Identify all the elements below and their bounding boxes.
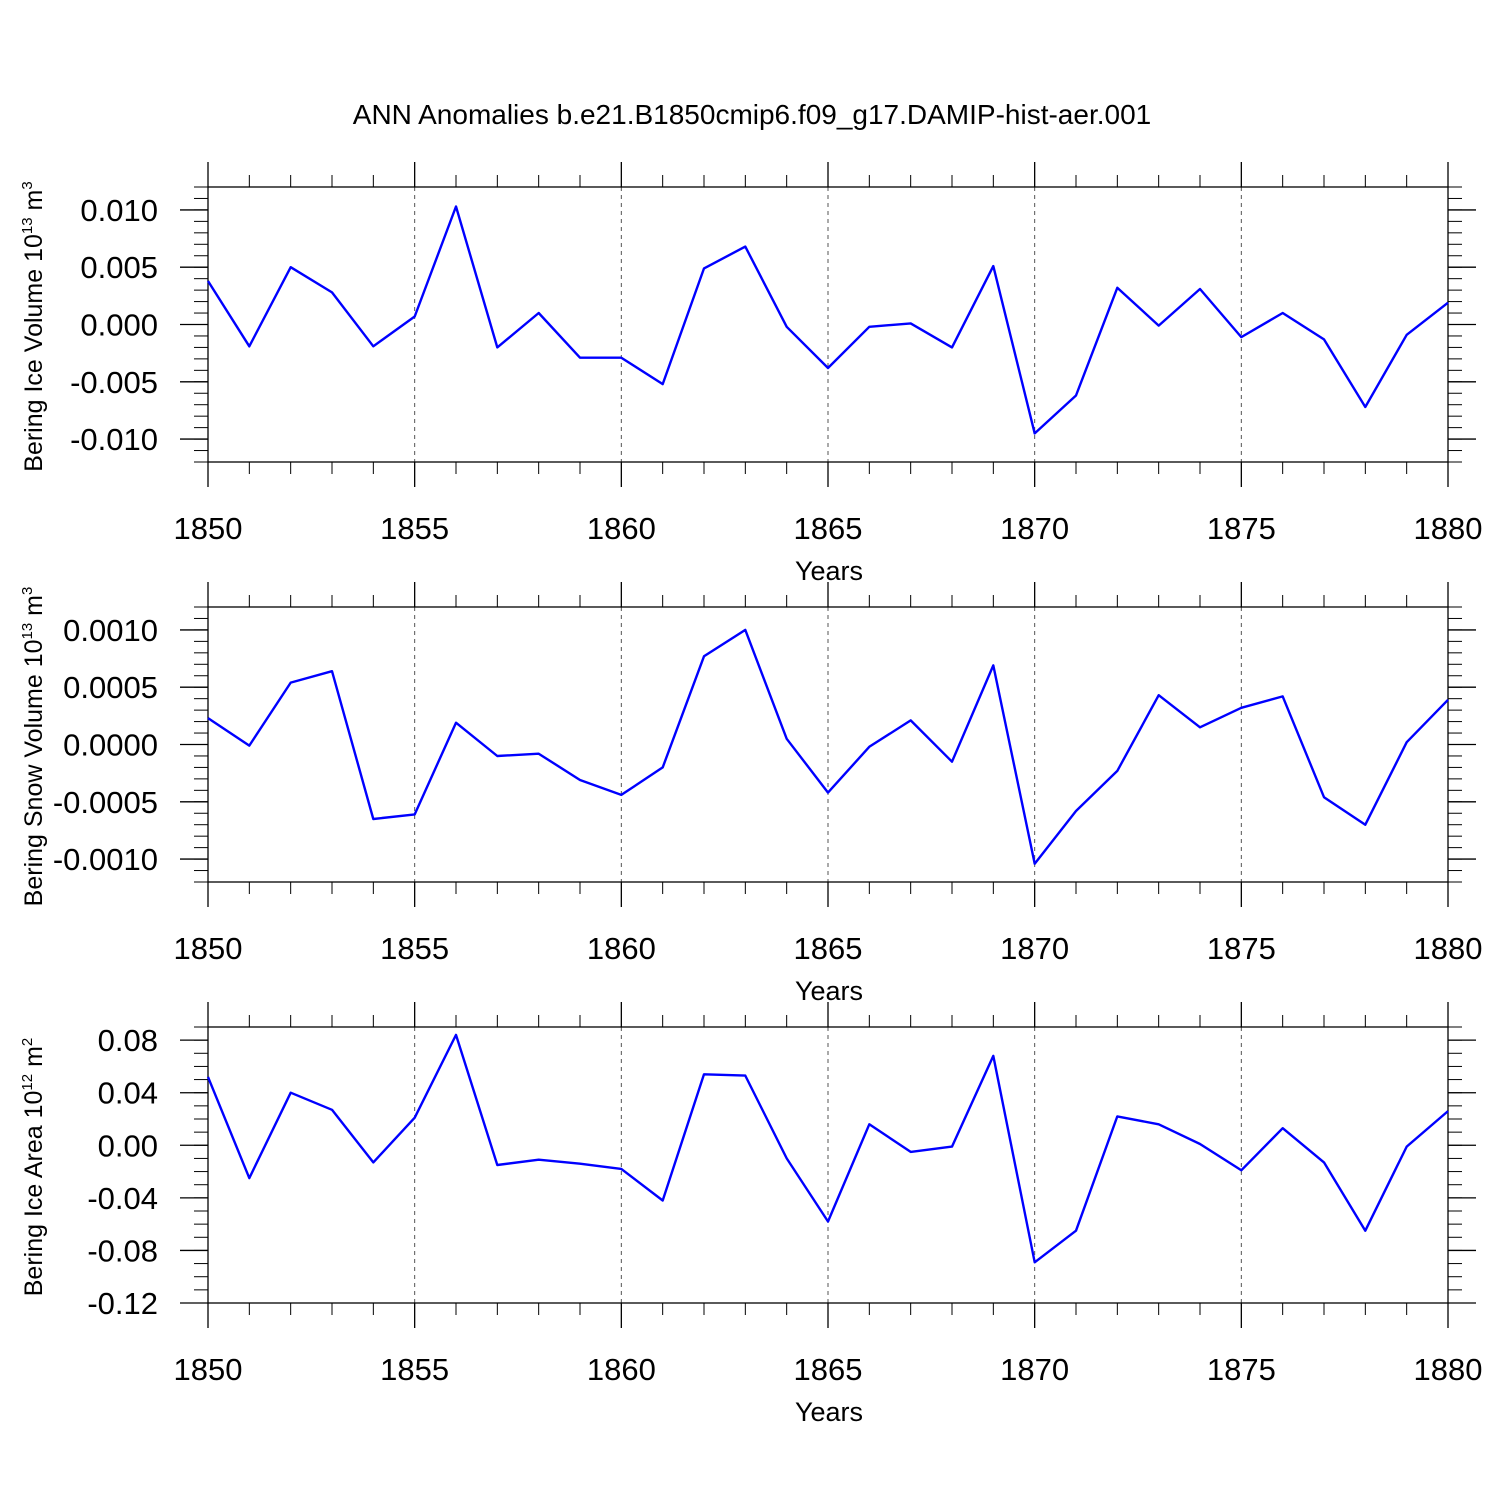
x-tick-label: 1850 — [174, 931, 243, 966]
x-tick-label: 1855 — [380, 511, 449, 546]
panel-3: -0.12 -0.08 -0.04 0.00 0.04 0.08 1850 1855 1860 1… — [19, 1002, 1482, 1427]
y-axis-label: Bering Snow Volume 1013 m3 — [19, 587, 48, 907]
x-axis-label: Years — [795, 556, 863, 586]
x-tick-label: 1850 — [174, 511, 243, 546]
y-tick-label: -0.08 — [87, 1233, 158, 1268]
x-tick-label: 1875 — [1207, 511, 1276, 546]
y-tick-label: -0.04 — [87, 1181, 158, 1216]
x-tick-label: 1860 — [587, 931, 656, 966]
y-tick-label: -0.010 — [70, 422, 158, 457]
x-tick-label: 1880 — [1414, 1352, 1483, 1387]
y-tick-label: 0.04 — [98, 1076, 158, 1111]
y-tick-label: -0.005 — [70, 365, 158, 400]
y-tick-label: 0.08 — [98, 1023, 158, 1058]
x-tick-label: 1865 — [794, 931, 863, 966]
series-line — [208, 207, 1448, 434]
x-tick-label: 1870 — [1000, 931, 1069, 966]
x-tick-label: 1860 — [587, 1352, 656, 1387]
y-tick-label: -0.0010 — [53, 842, 158, 877]
y-tick-label: 0.000 — [80, 308, 158, 343]
x-tick-label: 1860 — [587, 511, 656, 546]
panel-2: -0.0010 -0.0005 0.0000 0.0005 0.0010 1850 1855… — [19, 582, 1482, 1006]
x-tick-label: 1875 — [1207, 1352, 1276, 1387]
y-tick-label: 0.0000 — [63, 728, 158, 763]
x-tick-label: 1865 — [794, 1352, 863, 1387]
x-tick-label: 1865 — [794, 511, 863, 546]
x-tick-label: 1855 — [380, 931, 449, 966]
x-tick-label: 1875 — [1207, 931, 1276, 966]
x-tick-label: 1880 — [1414, 931, 1483, 966]
panel-1: -0.010 -0.005 0.000 0.005 0.010 1850 1855 1860 1… — [19, 162, 1482, 586]
x-axis-label: Years — [795, 1397, 863, 1427]
x-tick-label: 1870 — [1000, 511, 1069, 546]
x-axis-label: Years — [795, 976, 863, 1006]
y-axis-label: Bering Ice Area 1012 m2 — [19, 1038, 48, 1297]
panels: -0.010 -0.005 0.000 0.005 0.010 1850 1855 1860 1… — [19, 162, 1482, 1427]
y-tick-label: -0.0005 — [53, 785, 158, 820]
y-tick-label: 0.0010 — [63, 613, 158, 648]
y-tick-label: 0.005 — [80, 250, 158, 285]
y-axis-label: Bering Ice Volume 1013 m3 — [19, 181, 48, 471]
x-tick-label: 1880 — [1414, 511, 1483, 546]
x-tick-label: 1870 — [1000, 1352, 1069, 1387]
x-tick-label: 1855 — [380, 1352, 449, 1387]
x-tick-label: 1850 — [174, 1352, 243, 1387]
figure-title: ANN Anomalies b.e21.B1850cmip6.f09_g17.D… — [353, 99, 1151, 130]
y-tick-label: 0.00 — [98, 1128, 158, 1163]
y-tick-label: 0.010 — [80, 193, 158, 228]
y-tick-label: 0.0005 — [63, 670, 158, 705]
y-tick-label: -0.12 — [87, 1286, 158, 1321]
